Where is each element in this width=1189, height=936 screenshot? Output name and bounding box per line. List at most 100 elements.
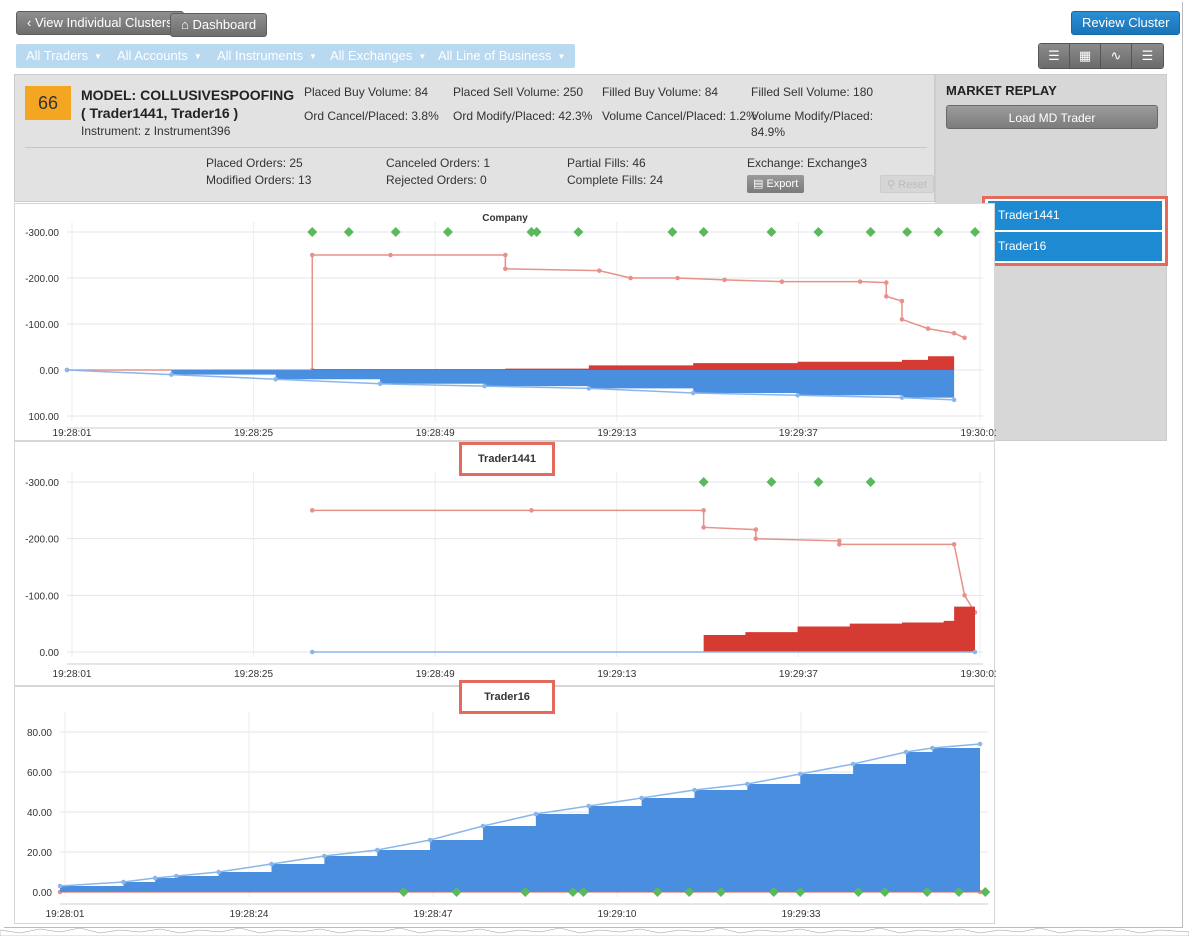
view-clusters-label: View Individual Clusters [34, 15, 173, 30]
x-tick-label: 19:28:01 [53, 669, 92, 680]
filter-line-of-business[interactable]: All Line of Business ▼ [428, 44, 576, 68]
cluster-info-panel: 66 MODEL: COLLUSIVESPOOFING ( Trader1441… [14, 74, 935, 202]
list-icon[interactable]: ☰ [1039, 44, 1070, 68]
event-marker-icon [853, 887, 864, 897]
buy-point [322, 853, 327, 859]
dashboard-button[interactable]: ⌂ Dashboard [170, 13, 268, 37]
sell-point [779, 279, 785, 284]
buy-point [269, 861, 274, 867]
event-marker-icon [531, 227, 542, 237]
exchange-label: Exchange: Exchange3 [747, 156, 868, 170]
load-md-trader-button[interactable]: Load MD Trader [946, 105, 1158, 129]
export-button[interactable]: ▤ Export [747, 175, 805, 193]
buy-point [972, 649, 978, 655]
event-marker-icon [768, 887, 779, 897]
x-tick-label: 19:28:49 [416, 428, 455, 439]
sell-point [837, 538, 842, 544]
trader-item-1441[interactable]: Trader1441 [988, 201, 1162, 230]
x-tick-label: 19:30:01 [961, 669, 996, 680]
filter-traders[interactable]: All Traders ▼ [16, 44, 113, 68]
buy-area [60, 744, 980, 892]
y-tick-label: 60.00 [27, 768, 52, 779]
event-marker-icon [684, 887, 695, 897]
reset-button[interactable]: ⚲ Reset [880, 175, 934, 193]
buy-point [482, 383, 487, 389]
event-marker-icon [766, 227, 777, 237]
stat-filled-sell: Filled Sell Volume: 180 [751, 85, 874, 99]
stat-volume-modify: Volume Modify/Placed: [751, 109, 874, 123]
x-tick-label: 19:29:13 [597, 669, 636, 680]
reset-label: Reset [898, 179, 927, 191]
event-marker-icon [307, 227, 318, 237]
event-marker-icon [922, 887, 933, 897]
y-tick-label: 80.00 [27, 728, 52, 739]
buy-point [169, 372, 174, 377]
x-tick-label: 19:29:13 [597, 428, 636, 439]
layers-icon[interactable]: ☰ [1132, 44, 1163, 68]
chart-trader16[interactable]: 0.00 20.00 40.00 60.00 80.00 19:28:01 19:28:24… [15, 687, 996, 925]
buy-point [64, 367, 70, 373]
buy-point [977, 741, 983, 747]
stat-volume-modify-value: 84.9% [751, 125, 786, 139]
chart-icon[interactable]: ∿ [1101, 44, 1132, 68]
sell-point [857, 279, 863, 284]
stat-placed-buy: Placed Buy Volume: 84 [304, 85, 429, 99]
chart-company[interactable]: -300.00 -200.00 -100.00 0.00 100.00 19:28:01 1… [15, 204, 1000, 442]
chart-trader1441[interactable]: -300.00 -200.00 -100.00 0.00 19:28:01 19:28:2… [15, 442, 1000, 687]
event-marker-icon [902, 227, 913, 237]
y-tick-label: -300.00 [25, 228, 59, 239]
stat-ord-cancel: Ord Cancel/Placed: 3.8% [304, 109, 439, 123]
event-marker-icon [667, 227, 678, 237]
sell-point [962, 593, 967, 598]
sell-point [701, 508, 706, 513]
x-tick-label: 19:29:37 [779, 428, 818, 439]
sell-point [899, 317, 905, 322]
filter-label: All Exchanges [330, 48, 413, 63]
y-tick-label: -300.00 [25, 478, 59, 489]
x-tick-label: 19:30:01 [961, 428, 996, 439]
filter-instruments[interactable]: All Instruments ▼ [207, 44, 327, 68]
sell-point [722, 277, 727, 283]
event-marker-icon [813, 477, 824, 487]
buy-point [639, 795, 644, 801]
count-rejected: Rejected Orders: 0 [386, 173, 487, 187]
sell-point [883, 294, 889, 299]
sell-point [309, 252, 315, 258]
x-tick-label: 19:28:01 [46, 909, 85, 920]
buy-point [586, 386, 592, 391]
filter-label: All Traders [26, 48, 89, 63]
count-modified: Modified Orders: 13 [206, 173, 312, 187]
chart-trader16-panel: 0.00 20.00 40.00 60.00 80.00 19:28:01 19:28:24… [14, 686, 995, 924]
dashboard-label: Dashboard [192, 17, 257, 32]
event-marker-icon [567, 887, 578, 897]
count-placed: Placed Orders: 25 [206, 156, 303, 170]
grid-icon[interactable]: ▦ [1070, 44, 1101, 68]
buy-area [67, 370, 955, 400]
sell-point [503, 266, 508, 272]
filter-accounts[interactable]: All Accounts ▼ [107, 44, 212, 68]
sell-point [503, 252, 508, 258]
score-badge: 66 [25, 86, 71, 120]
buy-point [586, 803, 592, 809]
buy-point [951, 397, 957, 403]
review-cluster-button[interactable]: Review Cluster [1071, 11, 1181, 35]
sell-point [529, 508, 534, 513]
export-label: Export [766, 178, 799, 190]
buy-point [377, 381, 383, 387]
trader-item-16[interactable]: Trader16 [988, 232, 1162, 261]
sell-line [67, 254, 965, 371]
buy-point [533, 811, 539, 817]
sell-point [675, 275, 680, 281]
sell-point [596, 268, 602, 273]
sell-point [899, 298, 905, 304]
view-clusters-button[interactable]: ‹ View Individual Clusters [16, 11, 184, 35]
caret-down-icon: ▼ [94, 51, 103, 61]
filter-exchanges[interactable]: All Exchanges ▼ [320, 44, 437, 68]
buy-point [850, 761, 856, 767]
count-partial-fills: Partial Fills: 46 [567, 156, 646, 170]
buy-point [374, 847, 380, 853]
torn-edge-right [1183, 0, 1189, 936]
event-marker-icon [390, 227, 401, 237]
x-tick-label: 19:29:33 [782, 909, 821, 920]
event-marker-icon [953, 887, 964, 897]
